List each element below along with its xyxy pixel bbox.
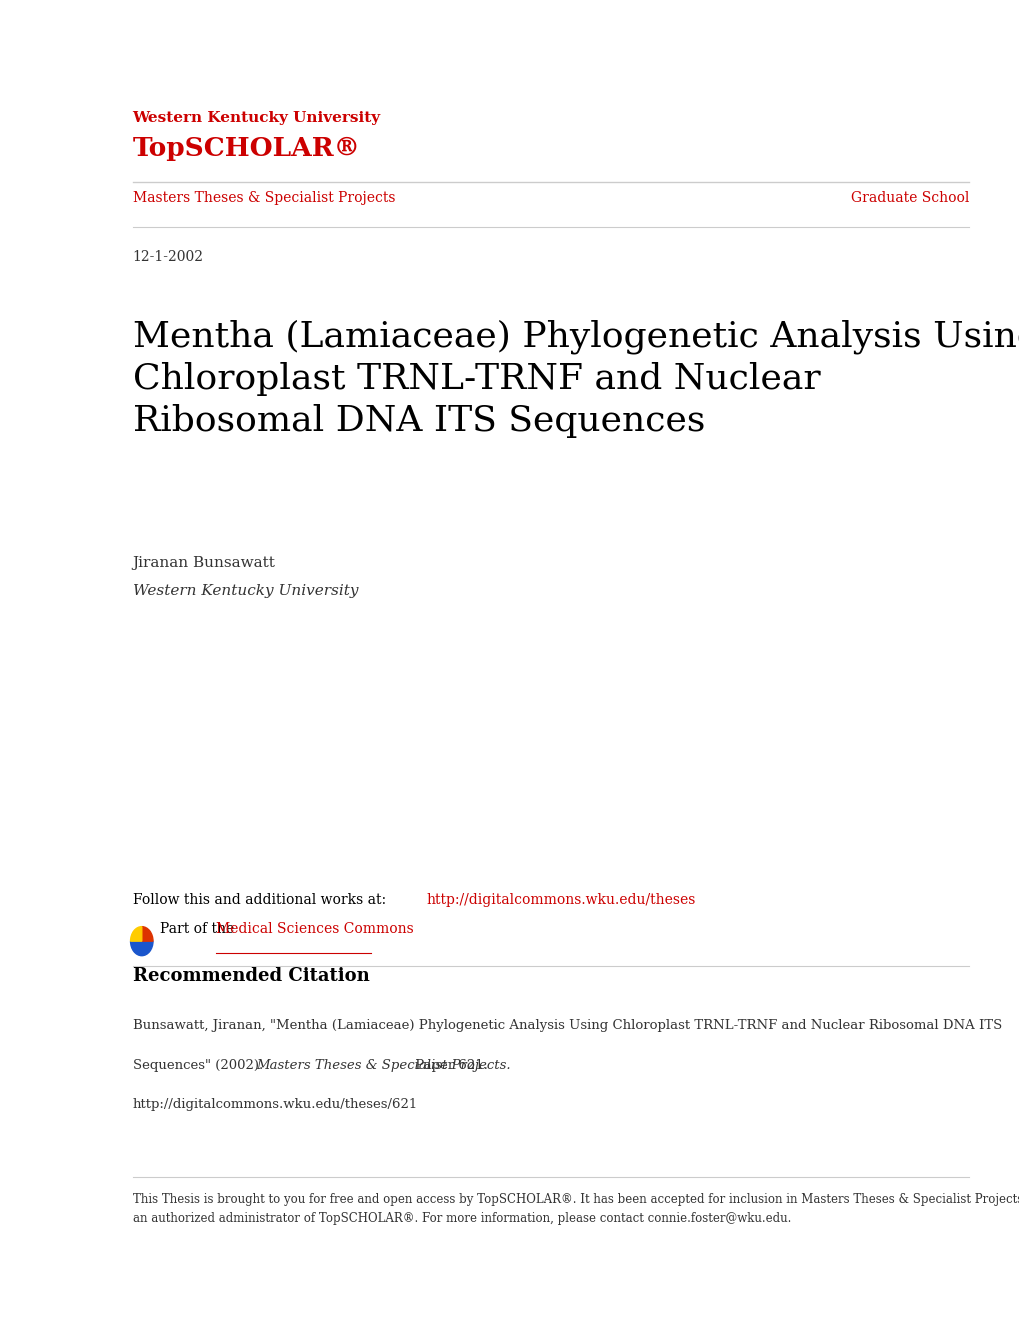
Wedge shape (130, 941, 153, 956)
Text: TopSCHOLAR®: TopSCHOLAR® (132, 136, 361, 161)
Text: 12-1-2002: 12-1-2002 (132, 249, 204, 264)
Wedge shape (130, 927, 142, 941)
Text: Western Kentucky University: Western Kentucky University (132, 583, 358, 598)
Text: Paper 621.: Paper 621. (411, 1059, 487, 1072)
Text: Part of the: Part of the (160, 921, 238, 936)
Text: Western Kentucky University: Western Kentucky University (132, 111, 380, 125)
Text: Masters Theses & Specialist Projects: Masters Theses & Specialist Projects (132, 190, 394, 205)
Text: Recommended Citation: Recommended Citation (132, 966, 369, 985)
Text: Sequences" (2002).: Sequences" (2002). (132, 1059, 267, 1072)
Text: Medical Sciences Commons: Medical Sciences Commons (216, 921, 414, 936)
Text: Masters Theses & Specialist Projects.: Masters Theses & Specialist Projects. (256, 1059, 511, 1072)
Text: Jiranan Bunsawatt: Jiranan Bunsawatt (132, 556, 275, 570)
Text: Mentha (Lamiaceae) Phylogenetic Analysis Using
Chloroplast TRNL-TRNF and Nuclear: Mentha (Lamiaceae) Phylogenetic Analysis… (132, 319, 1019, 438)
Text: This Thesis is brought to you for free and open access by TopSCHOLAR®. It has be: This Thesis is brought to you for free a… (132, 1193, 1019, 1225)
Text: Follow this and additional works at:: Follow this and additional works at: (132, 892, 389, 907)
Text: http://digitalcommons.wku.edu/theses: http://digitalcommons.wku.edu/theses (426, 892, 695, 907)
Text: Bunsawatt, Jiranan, "Mentha (Lamiaceae) Phylogenetic Analysis Using Chloroplast : Bunsawatt, Jiranan, "Mentha (Lamiaceae) … (132, 1019, 1001, 1032)
Wedge shape (142, 927, 153, 941)
Text: http://digitalcommons.wku.edu/theses/621: http://digitalcommons.wku.edu/theses/621 (132, 1098, 418, 1111)
Text: Graduate School: Graduate School (850, 190, 968, 205)
